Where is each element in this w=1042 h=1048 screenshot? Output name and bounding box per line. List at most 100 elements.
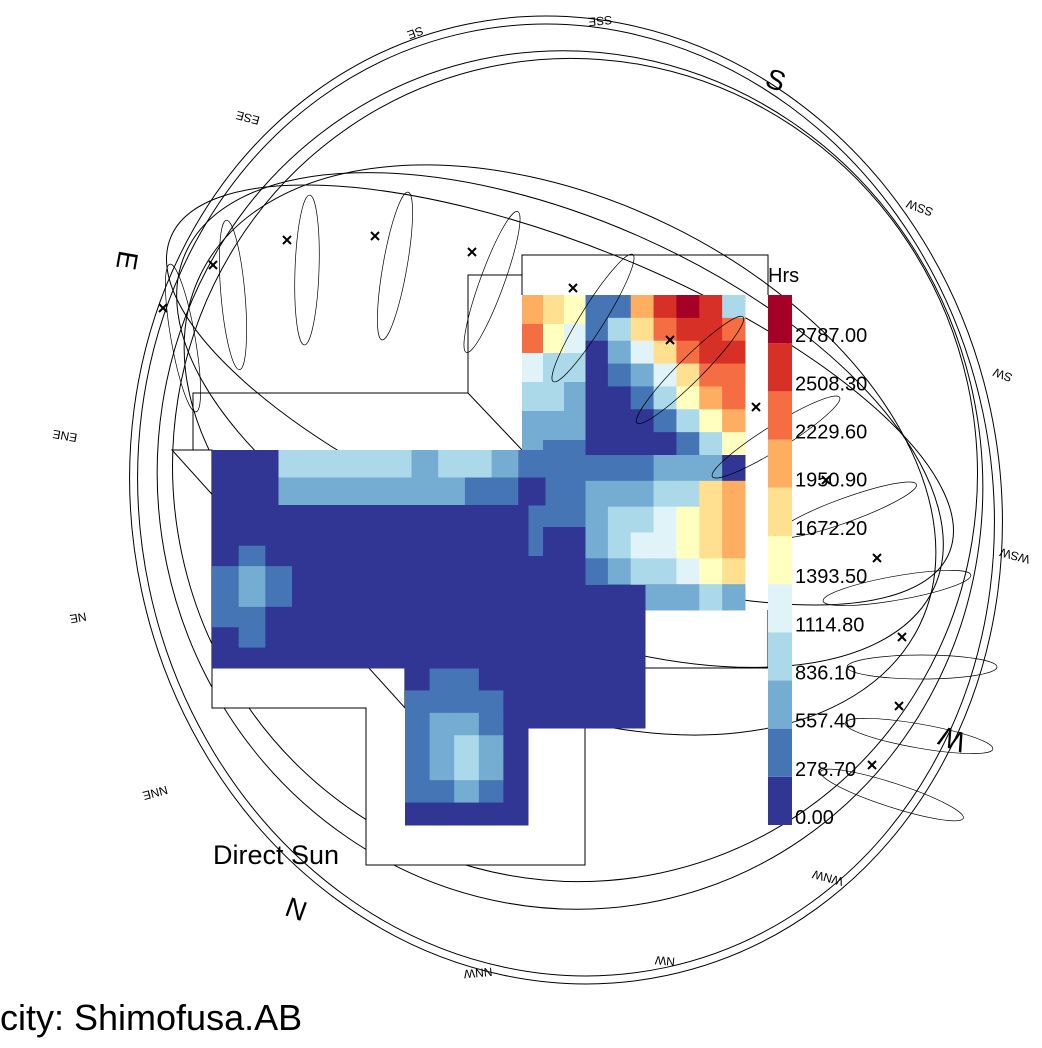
heat-cell [522, 295, 544, 325]
heat-cell [464, 477, 493, 506]
heat-cell [630, 532, 655, 559]
heat-cell [212, 586, 240, 608]
heat-cell [630, 317, 655, 342]
heat-cell [676, 532, 700, 559]
heat-cell [564, 382, 586, 412]
heat-cell [454, 690, 480, 714]
outline [521, 254, 769, 295]
heat-cell [265, 606, 293, 628]
heat-cell [653, 363, 677, 387]
heat-cell [607, 409, 632, 433]
legend-swatch [768, 584, 792, 633]
compass-label: ESE [234, 108, 261, 128]
heat-cell [699, 295, 723, 319]
legend-label: 2229.60 [795, 422, 867, 444]
heat-cell [676, 584, 700, 611]
outline [192, 392, 523, 451]
heat-cell [429, 735, 455, 759]
heat-cell [585, 340, 609, 365]
heat-cell [653, 295, 677, 319]
heat-cell [676, 386, 700, 410]
heat-cell [212, 647, 240, 669]
heat-cell [607, 455, 632, 482]
heat-cell [607, 558, 632, 585]
sun-marker [867, 760, 877, 770]
heat-cell [238, 586, 266, 608]
heat-cell [699, 506, 723, 533]
heat-cell [630, 409, 655, 433]
heat-cell [653, 532, 677, 559]
heat-cell [564, 469, 586, 499]
heat-cell [699, 532, 723, 559]
compass-label: NNE [141, 783, 169, 803]
heat-cell [491, 477, 519, 506]
heat-cell [722, 363, 746, 387]
heat-cell [630, 363, 655, 387]
compass-label: SE [405, 23, 425, 42]
heat-cell [543, 324, 565, 354]
heat-cell [528, 585, 646, 729]
heat-cell [478, 802, 504, 826]
heat-cell [653, 432, 677, 456]
heat-cell [630, 558, 655, 585]
heat-cell [607, 532, 632, 559]
heat-cell [503, 802, 529, 826]
heat-cell [238, 545, 266, 567]
heat-cell [585, 317, 609, 342]
heat-cell [478, 712, 504, 736]
heat-cell [265, 647, 293, 669]
legend-label: 1950.90 [795, 470, 867, 492]
sun-marker [665, 335, 675, 345]
heat-cell [405, 735, 431, 759]
heat-cell [699, 558, 723, 585]
ring [172, 57, 978, 883]
sun-marker [751, 402, 761, 412]
heat-cell [543, 411, 565, 441]
heat-cell [522, 382, 544, 412]
compass-label: N [281, 891, 311, 927]
heat-cell [405, 802, 431, 826]
ring [156, 50, 984, 910]
heat-cell [676, 409, 700, 433]
legend-swatch [768, 632, 792, 681]
heat-cell [653, 317, 677, 342]
heat-cell [630, 480, 655, 508]
heat-cell [478, 690, 504, 714]
heat-cell [722, 295, 746, 319]
heat-cell [585, 295, 609, 319]
legend-swatch [768, 680, 792, 729]
heat-cell [438, 450, 466, 478]
heat-cell [212, 505, 240, 526]
heat-cell [630, 432, 655, 456]
heat-cell [699, 584, 723, 611]
compass-rings [129, 15, 1003, 985]
heat-cell [384, 477, 412, 506]
heat-cell [564, 440, 586, 470]
heat-cell [265, 545, 293, 567]
caption: city: Shimofusa.AB [0, 997, 302, 1038]
sun-marker [467, 247, 477, 257]
heat-cell [722, 409, 746, 433]
heat-cell [564, 527, 586, 557]
heat-cell [722, 506, 746, 533]
heat-cell [607, 317, 632, 342]
heat-cell [405, 712, 431, 736]
heat-cell [503, 668, 529, 691]
heat-cell [630, 295, 655, 319]
heat-cell [607, 295, 632, 319]
heat-cell [405, 757, 431, 781]
heat-cell [358, 477, 386, 506]
legend-swatch [768, 776, 792, 825]
heat-cell [699, 317, 723, 342]
legend-swatch [768, 535, 792, 585]
heat-cell [212, 545, 240, 567]
heat-cell [265, 525, 293, 547]
heat-cell [384, 450, 412, 478]
heat-cell [564, 411, 586, 441]
heat-cell [238, 525, 266, 547]
heat-cell [478, 668, 504, 691]
legend-swatch [768, 343, 792, 392]
legend-label: 278.70 [795, 759, 856, 781]
legend-label: 1114.80 [795, 614, 864, 636]
heat-cell [676, 340, 700, 365]
